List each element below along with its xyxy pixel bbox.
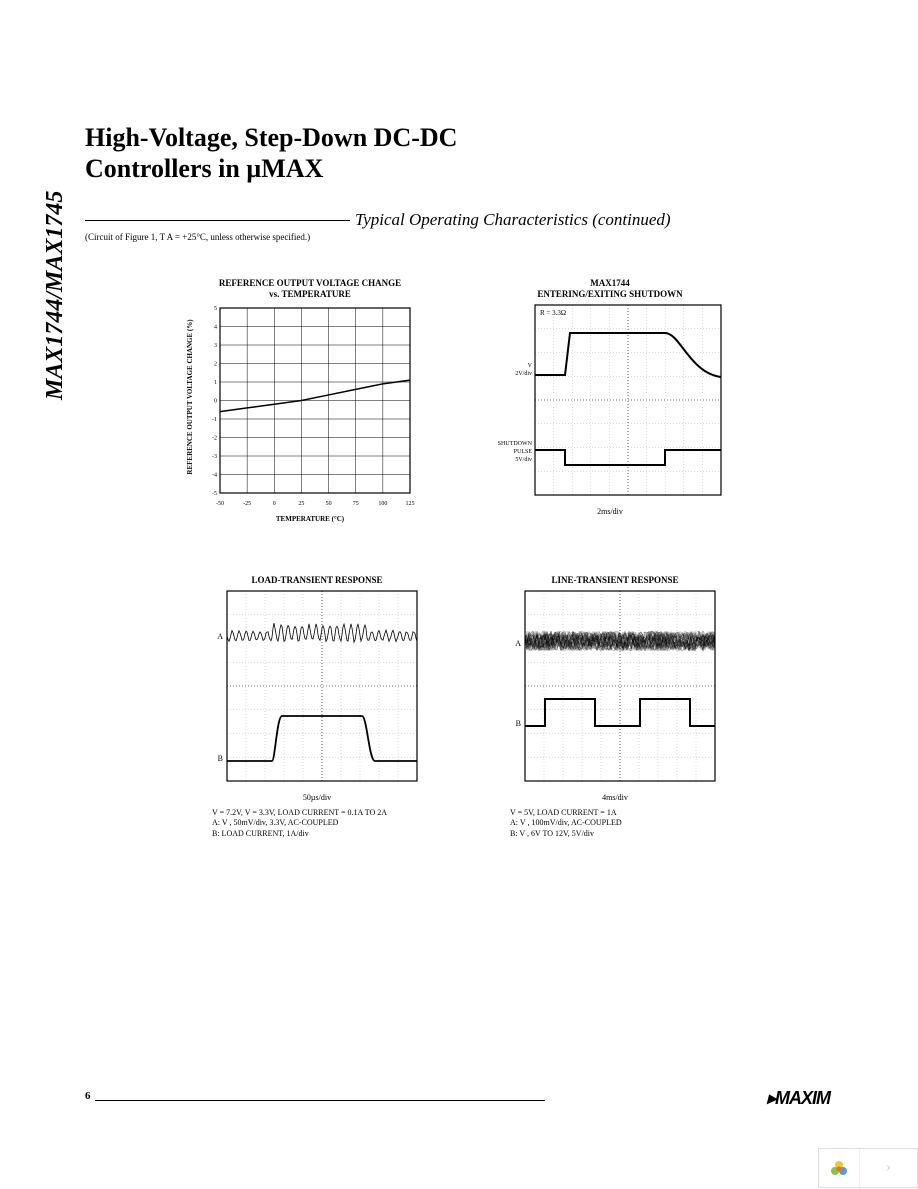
svg-text:1: 1: [214, 380, 217, 386]
svg-text:R = 3.3Ω: R = 3.3Ω: [540, 309, 566, 317]
svg-text:-1: -1: [212, 417, 217, 423]
svg-text:V: V: [528, 363, 533, 369]
svg-text:A: A: [217, 632, 223, 641]
chart-shutdown: MAX1744 ENTERING/EXITING SHUTDOWN R = 3.…: [495, 278, 725, 516]
chart2-plot: R = 3.3Ω V 2V/div SHUTDOWN PULSE 5V/div: [495, 303, 725, 503]
svg-text:5: 5: [214, 306, 217, 312]
svg-text:A: A: [515, 639, 521, 648]
widget-flower-icon: [819, 1149, 859, 1189]
chart1-xlabel: TEMPERATURE (°C): [195, 515, 425, 523]
footer-rule: [95, 1100, 545, 1101]
section-rule: [85, 220, 350, 221]
chart3-note-2: A: V , 50mV/div, 3.3V, AC-COUPLED: [212, 818, 422, 828]
chart1-ylabel: REFERENCE OUTPUT VOLTAGE CHANGE (%): [186, 302, 194, 492]
logo-text: MAXIM: [775, 1088, 830, 1108]
svg-text:PULSE: PULSE: [514, 449, 533, 455]
svg-text:-25: -25: [243, 501, 251, 507]
title-line-1: High-Voltage, Step-Down DC-DC: [85, 122, 457, 153]
chart1-title-1: REFERENCE OUTPUT VOLTAGE CHANGE: [195, 278, 425, 289]
chart-line-transient: LINE-TRANSIENT RESPONSE AB 4ms/div V = 5…: [510, 575, 720, 839]
chart2-title-1: MAX1744: [495, 278, 725, 289]
page-title: High-Voltage, Step-Down DC-DC Controller…: [85, 122, 457, 184]
svg-text:125: 125: [406, 501, 415, 507]
svg-text:-50: -50: [216, 501, 224, 507]
svg-text:3: 3: [214, 343, 217, 349]
part-number-side-label: MAX1744/MAX1745: [42, 191, 69, 400]
svg-text:50: 50: [326, 501, 332, 507]
chart1-title: REFERENCE OUTPUT VOLTAGE CHANGE vs. TEMP…: [195, 278, 425, 300]
chart3-note-3: B: LOAD CURRENT, 1A/div: [212, 829, 422, 839]
svg-text:0: 0: [214, 398, 217, 404]
chart1-plot: -50 -25 0 25 50 75 100 125 -5 -4 -3 -2 -1 0 1 2 3 4 5: [195, 303, 415, 513]
chart3-note-1: V = 7.2V, V = 3.3V, LOAD CURRENT = 0.1A …: [212, 808, 422, 818]
svg-text:75: 75: [353, 501, 359, 507]
svg-text:4: 4: [214, 324, 217, 330]
svg-text:-3: -3: [212, 454, 217, 460]
chart2-title-2: ENTERING/EXITING SHUTDOWN: [495, 289, 725, 300]
corner-widget[interactable]: ›: [818, 1148, 918, 1188]
widget-chevron-icon[interactable]: ›: [859, 1149, 917, 1187]
section-title: Typical Operating Characteristics (conti…: [355, 210, 671, 230]
chart-load-transient: LOAD-TRANSIENT RESPONSE AB 50µs/div V = …: [212, 575, 422, 839]
svg-text:0: 0: [273, 501, 276, 507]
chart-ref-voltage-vs-temp: REFERENCE OUTPUT VOLTAGE CHANGE vs. TEMP…: [195, 278, 425, 523]
svg-text:-5: -5: [212, 491, 217, 497]
chart4-xcaption: 4ms/div: [510, 793, 720, 802]
chart4-plot: AB: [510, 589, 720, 789]
chart4-notes: V = 5V, LOAD CURRENT = 1A A: V , 100mV/d…: [510, 808, 720, 839]
chart2-title: MAX1744 ENTERING/EXITING SHUTDOWN: [495, 278, 725, 300]
chart4-note-2: A: V , 100mV/div, AC-COUPLED: [510, 818, 720, 828]
svg-text:B: B: [516, 719, 521, 728]
svg-text:-4: -4: [212, 472, 217, 478]
chart4-note-1: V = 5V, LOAD CURRENT = 1A: [510, 808, 720, 818]
svg-text:5V/div: 5V/div: [515, 457, 532, 463]
svg-text:SHUTDOWN: SHUTDOWN: [498, 441, 533, 447]
title-line-2: Controllers in µMAX: [85, 153, 457, 184]
chart3-xcaption: 50µs/div: [212, 793, 422, 802]
chart1-title-2: vs. TEMPERATURE: [195, 289, 425, 300]
chart3-title: LOAD-TRANSIENT RESPONSE: [212, 575, 422, 586]
chart3-notes: V = 7.2V, V = 3.3V, LOAD CURRENT = 0.1A …: [212, 808, 422, 839]
svg-text:2V/div: 2V/div: [515, 371, 532, 377]
svg-text:25: 25: [298, 501, 304, 507]
svg-text:2: 2: [214, 361, 217, 367]
svg-text:B: B: [218, 754, 223, 763]
page-number: 6: [85, 1090, 91, 1102]
svg-text:100: 100: [378, 501, 387, 507]
chart3-plot: AB: [212, 589, 422, 789]
svg-text:-2: -2: [212, 435, 217, 441]
chart4-title: LINE-TRANSIENT RESPONSE: [510, 575, 720, 586]
conditions-note: (Circuit of Figure 1, T A = +25°C, unles…: [85, 232, 310, 242]
maxim-logo: ▸MAXIM: [767, 1088, 830, 1109]
chart4-note-3: B: V , 6V TO 12V, 5V/div: [510, 829, 720, 839]
chart2-xcaption: 2ms/div: [495, 507, 725, 516]
